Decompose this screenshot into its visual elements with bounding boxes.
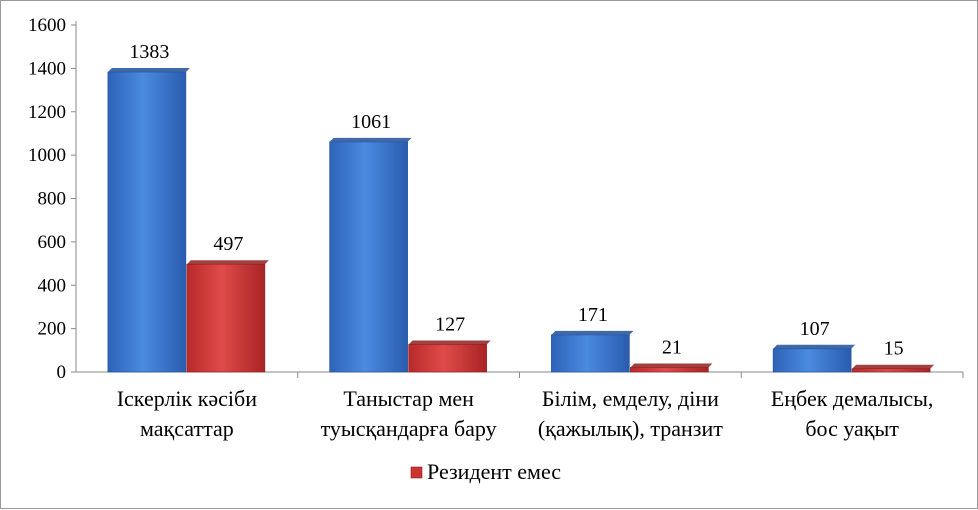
bar-top-face	[852, 364, 935, 369]
legend-swatch	[410, 466, 423, 479]
x-category-label: (қажылық), транзит	[538, 416, 723, 441]
bar-resident-emes	[851, 368, 931, 373]
y-tick-label: 0	[57, 362, 67, 383]
y-tick-label: 1000	[28, 145, 66, 166]
bar-series-1	[551, 334, 630, 373]
bar-resident-emes	[630, 367, 709, 373]
x-category-label: Таныстар мен	[343, 386, 474, 411]
x-category-label: Білім, емделу, діни	[542, 386, 719, 411]
x-category-label: Іскерлік кәсіби	[117, 386, 258, 411]
bar-top-face	[107, 68, 190, 73]
bar-series-1	[772, 348, 852, 373]
data-label: 1061	[351, 111, 391, 133]
y-tick-label: 1400	[28, 58, 66, 79]
data-label: 107	[800, 318, 830, 340]
legend: Резидент емес	[410, 459, 561, 484]
bar-resident-emes	[186, 263, 266, 373]
x-category-label: Еңбек демалысы,	[771, 386, 934, 411]
legend-label: Резидент емес	[427, 459, 561, 484]
y-tick-label: 1200	[28, 102, 66, 123]
bar-resident-emes	[408, 344, 487, 373]
data-label: 21	[662, 336, 682, 358]
bar-series-1	[329, 141, 408, 373]
bar-top-face	[329, 137, 412, 142]
bar-top-face	[773, 344, 856, 349]
bar-top-face	[408, 340, 491, 345]
data-label: 171	[578, 304, 608, 326]
y-tick-label: 600	[38, 232, 67, 253]
bar-top-face	[551, 330, 634, 335]
data-label: 127	[435, 313, 465, 335]
y-tick-label: 1600	[28, 15, 66, 36]
bars	[107, 68, 935, 373]
y-tick-label: 800	[38, 189, 67, 210]
y-tick-label: 400	[38, 275, 67, 296]
bar-series-1	[107, 71, 187, 373]
labels: 1383 497 Іскерлік кәсіби мақсаттар 1061 127 Та…	[117, 41, 934, 441]
x-category-label: мақсаттар	[140, 416, 234, 441]
x-category-label: туысқандарға бару	[321, 416, 497, 441]
y-tick-label: 200	[38, 319, 67, 340]
bar-top-face	[186, 260, 269, 265]
data-label: 15	[884, 338, 904, 360]
x-category-label: бос уақыт	[805, 416, 899, 441]
axes: 0 200 400 600 800 1000 1200 1400 1600	[28, 15, 964, 383]
bar-top-face	[630, 363, 713, 368]
data-label: 1383	[129, 41, 169, 63]
data-label: 497	[213, 233, 243, 255]
